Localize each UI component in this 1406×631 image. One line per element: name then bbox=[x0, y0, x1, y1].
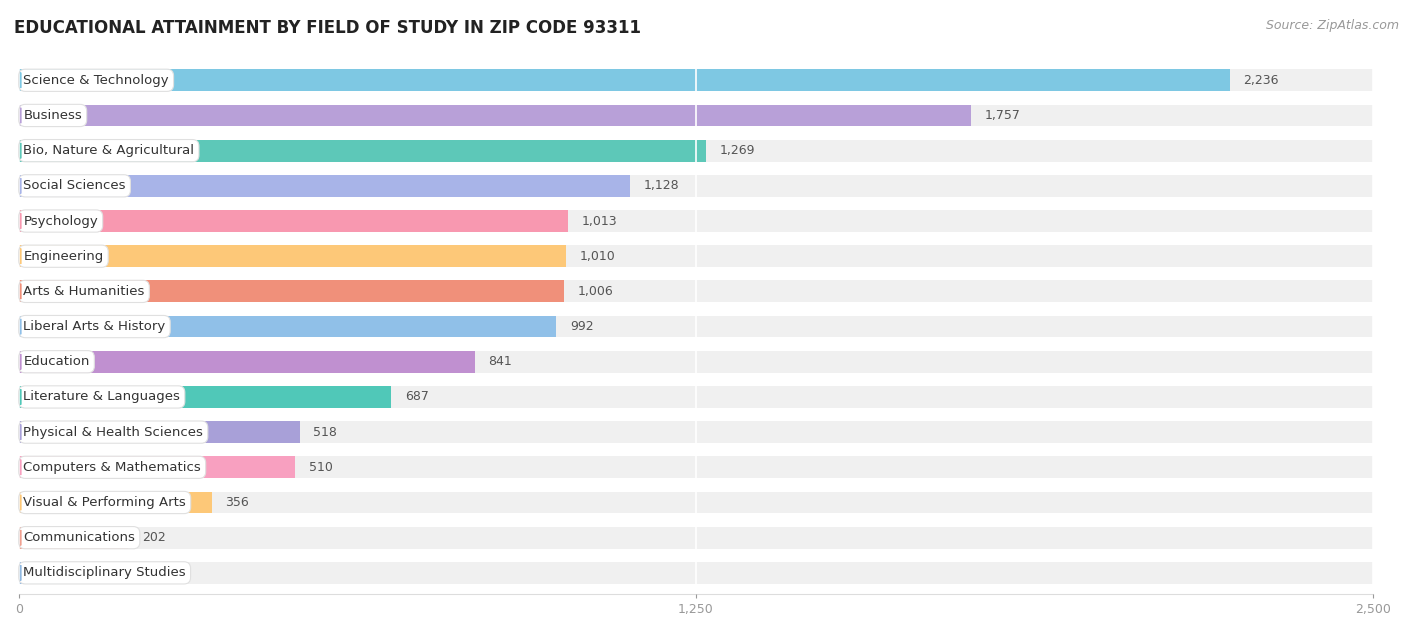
Text: 992: 992 bbox=[569, 320, 593, 333]
Text: Physical & Health Sciences: Physical & Health Sciences bbox=[24, 426, 204, 439]
Text: Bio, Nature & Agricultural: Bio, Nature & Agricultural bbox=[24, 144, 194, 157]
Text: 1,010: 1,010 bbox=[579, 250, 616, 262]
Bar bbox=[20, 139, 1374, 162]
Text: 687: 687 bbox=[405, 391, 429, 403]
Text: Social Sciences: Social Sciences bbox=[24, 179, 125, 192]
Text: Multidisciplinary Studies: Multidisciplinary Studies bbox=[24, 567, 186, 579]
Text: 2,236: 2,236 bbox=[1244, 74, 1279, 87]
Text: Visual & Performing Arts: Visual & Performing Arts bbox=[24, 496, 186, 509]
Bar bbox=[20, 175, 630, 197]
Text: 1,013: 1,013 bbox=[581, 215, 617, 228]
Text: 518: 518 bbox=[314, 426, 337, 439]
Text: 1,006: 1,006 bbox=[578, 285, 613, 298]
Bar bbox=[20, 422, 299, 443]
Bar bbox=[20, 245, 567, 267]
Bar bbox=[20, 69, 1230, 91]
Text: 1,128: 1,128 bbox=[644, 179, 679, 192]
Text: Engineering: Engineering bbox=[24, 250, 104, 262]
Text: 75: 75 bbox=[73, 567, 89, 579]
Bar bbox=[20, 105, 1374, 126]
Bar bbox=[20, 139, 706, 162]
Bar bbox=[20, 316, 1374, 338]
Bar bbox=[20, 210, 568, 232]
Bar bbox=[20, 316, 557, 338]
Bar bbox=[20, 456, 1374, 478]
Bar bbox=[20, 562, 1374, 584]
Bar bbox=[20, 422, 1374, 443]
Bar bbox=[20, 69, 1374, 91]
Text: 1,269: 1,269 bbox=[720, 144, 755, 157]
Bar bbox=[20, 386, 1374, 408]
Text: Arts & Humanities: Arts & Humanities bbox=[24, 285, 145, 298]
Text: Source: ZipAtlas.com: Source: ZipAtlas.com bbox=[1265, 19, 1399, 32]
Bar bbox=[20, 175, 1374, 197]
Bar bbox=[20, 386, 391, 408]
Text: Liberal Arts & History: Liberal Arts & History bbox=[24, 320, 166, 333]
Text: Education: Education bbox=[24, 355, 90, 369]
Text: 510: 510 bbox=[309, 461, 333, 474]
Text: Psychology: Psychology bbox=[24, 215, 98, 228]
Text: Communications: Communications bbox=[24, 531, 135, 544]
Bar bbox=[20, 351, 474, 373]
Bar bbox=[20, 281, 1374, 302]
Text: 356: 356 bbox=[225, 496, 249, 509]
Text: Literature & Languages: Literature & Languages bbox=[24, 391, 180, 403]
Bar bbox=[20, 492, 1374, 514]
Text: Science & Technology: Science & Technology bbox=[24, 74, 169, 87]
Text: 1,757: 1,757 bbox=[984, 109, 1019, 122]
Text: 202: 202 bbox=[142, 531, 166, 544]
Bar bbox=[20, 210, 1374, 232]
Bar bbox=[20, 351, 1374, 373]
Bar bbox=[20, 527, 1374, 548]
Bar bbox=[20, 562, 59, 584]
Text: Computers & Mathematics: Computers & Mathematics bbox=[24, 461, 201, 474]
Bar bbox=[20, 105, 970, 126]
Bar bbox=[20, 281, 564, 302]
Text: EDUCATIONAL ATTAINMENT BY FIELD OF STUDY IN ZIP CODE 93311: EDUCATIONAL ATTAINMENT BY FIELD OF STUDY… bbox=[14, 19, 641, 37]
Bar bbox=[20, 245, 1374, 267]
Text: Business: Business bbox=[24, 109, 82, 122]
Bar bbox=[20, 527, 128, 548]
Bar bbox=[20, 492, 212, 514]
Bar bbox=[20, 456, 295, 478]
Text: 841: 841 bbox=[488, 355, 512, 369]
